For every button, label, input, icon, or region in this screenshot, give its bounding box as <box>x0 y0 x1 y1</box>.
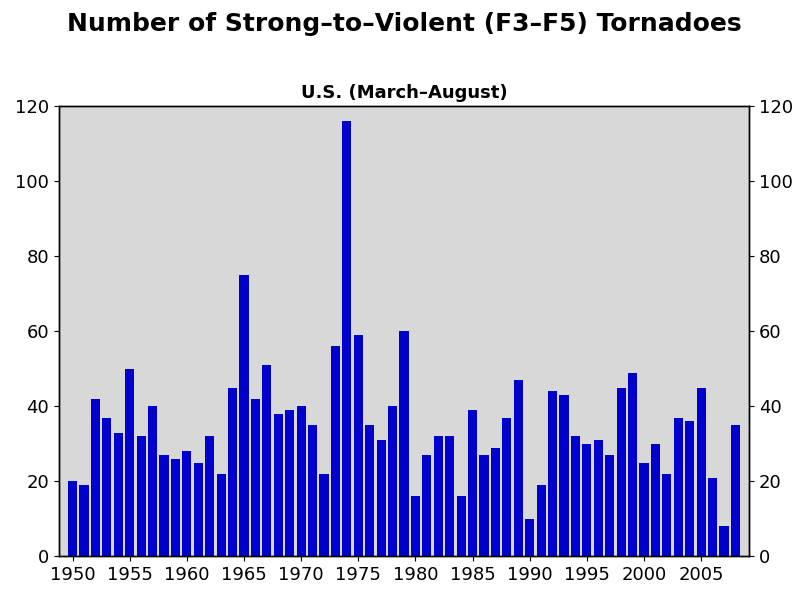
Bar <box>479 455 489 556</box>
Bar <box>410 497 420 556</box>
Bar <box>297 406 305 556</box>
Bar <box>537 485 545 556</box>
Bar <box>719 527 729 556</box>
Text: Number of Strong–to–Violent (F3–F5) Tornadoes: Number of Strong–to–Violent (F3–F5) Torn… <box>67 12 741 36</box>
Bar <box>423 455 431 556</box>
Bar <box>708 477 718 556</box>
Bar <box>674 418 683 556</box>
Bar <box>343 121 351 556</box>
Bar <box>605 455 614 556</box>
Bar <box>445 436 454 556</box>
Bar <box>628 373 638 556</box>
Bar <box>159 455 169 556</box>
Bar <box>503 418 511 556</box>
Bar <box>468 410 478 556</box>
Bar <box>114 432 123 556</box>
Bar <box>194 462 203 556</box>
Bar <box>183 451 191 556</box>
Title: U.S. (March–August): U.S. (March–August) <box>301 84 507 102</box>
Bar <box>79 485 89 556</box>
Bar <box>399 331 409 556</box>
Bar <box>594 440 603 556</box>
Bar <box>685 421 694 556</box>
Bar <box>148 406 157 556</box>
Bar <box>617 388 625 556</box>
Bar <box>571 436 580 556</box>
Bar <box>228 388 237 556</box>
Bar <box>663 474 671 556</box>
Bar <box>639 462 649 556</box>
Bar <box>434 436 443 556</box>
Bar <box>170 459 180 556</box>
Bar <box>319 474 329 556</box>
Bar <box>263 365 271 556</box>
Bar <box>308 425 318 556</box>
Bar <box>457 497 465 556</box>
Bar <box>90 399 100 556</box>
Bar <box>651 444 660 556</box>
Bar <box>239 275 249 556</box>
Bar <box>548 391 558 556</box>
Bar <box>388 406 398 556</box>
Bar <box>103 418 112 556</box>
Bar <box>250 399 260 556</box>
Bar <box>731 425 740 556</box>
Bar <box>274 414 283 556</box>
Bar <box>205 436 214 556</box>
Bar <box>377 440 385 556</box>
Bar <box>285 410 294 556</box>
Bar <box>514 380 523 556</box>
Bar <box>559 395 569 556</box>
Bar <box>354 335 363 556</box>
Bar <box>696 388 705 556</box>
Bar <box>68 481 77 556</box>
Bar <box>217 474 225 556</box>
Bar <box>137 436 145 556</box>
Bar <box>583 444 591 556</box>
Bar <box>490 447 500 556</box>
Bar <box>365 425 374 556</box>
Bar <box>525 519 534 556</box>
Bar <box>330 346 340 556</box>
Bar <box>125 369 134 556</box>
